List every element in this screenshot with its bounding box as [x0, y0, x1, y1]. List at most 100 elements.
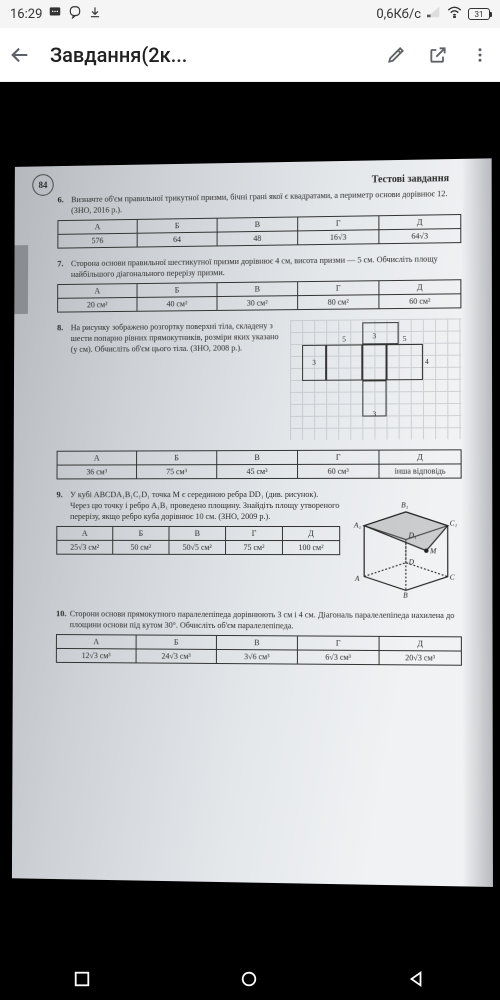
problem-9: 9. У кубі ABCDA₁B₁C₁D₁ точка M є середин…	[56, 489, 462, 600]
p6-h-v: В	[217, 217, 298, 232]
p10-a-3: 6√3 см³	[297, 650, 379, 665]
open-external-button[interactable]	[426, 43, 450, 67]
p7-a-3: 80 см²	[298, 295, 379, 310]
p8-a-3: 60 см³	[298, 464, 379, 478]
p8-h-b: Б	[137, 451, 217, 465]
cube-label-a1: A₁	[353, 522, 362, 530]
p9-h-d: Д	[282, 527, 339, 541]
problem-8-text: На рисунку зображено розгортку поверхні …	[71, 320, 280, 355]
p9-a-4: 100 см²	[282, 541, 339, 555]
net-rect-mid3	[387, 344, 423, 380]
p10-a-0: 12√3 см³	[56, 649, 136, 663]
p7-a-1: 40 см²	[137, 297, 217, 312]
p8-h-g: Г	[298, 450, 379, 464]
status-bar: 16:29 0,6Кб/с 31	[0, 0, 500, 28]
p9-h-g: Г	[226, 527, 283, 541]
net-speed: 0,6Кб/с	[376, 7, 421, 22]
p6-a-4: 64√3	[379, 229, 461, 244]
problem-10: 10. Сторони основи прямокутного паралеле…	[56, 608, 462, 666]
textbook-page: 84 Тестові завдання 6. Визначте об'єм пр…	[12, 158, 493, 887]
problem-6: 6. Визначте об'єм правильної трикутної п…	[57, 188, 461, 249]
problem-7: 7. Сторона основи правильної шестикутної…	[57, 253, 461, 313]
p6-a-2: 48	[217, 231, 298, 246]
app-title: Завдання(2к...	[50, 43, 366, 67]
net-rect-mid1	[326, 345, 362, 381]
page-number: 84	[32, 174, 53, 196]
p8-a-2: 45 см³	[217, 465, 298, 479]
problem-7-table: А Б В Г Д 20 см² 40 см² 30 см² 80 см² 60…	[57, 279, 461, 312]
p9-a-3: 75 см²	[226, 541, 283, 555]
p7-a-4: 60 см²	[379, 294, 461, 309]
nav-home-button[interactable]	[240, 970, 260, 990]
more-button[interactable]	[468, 43, 492, 67]
problem-9-num: 9.	[56, 490, 62, 500]
net-dim-6: 3	[372, 410, 376, 419]
cube-label-a: A	[354, 575, 360, 583]
p9-h-a: А	[57, 527, 113, 541]
p8-h-v: В	[217, 451, 298, 465]
p8-h-d: Д	[379, 450, 461, 464]
problem-8-table: А Б В Г Д 36 см³ 75 см³ 45 см³ 60 см³ ін…	[57, 450, 462, 480]
app-bar: Завдання(2к...	[0, 28, 500, 82]
problem-10-num: 10.	[56, 608, 66, 618]
problem-8: 8. На рисунку зображено розгортку поверх…	[57, 319, 462, 480]
problem-6-num: 6.	[58, 194, 64, 204]
p10-h-a: А	[56, 635, 136, 649]
status-left: 16:29	[10, 5, 102, 23]
nav-back-button[interactable]	[407, 970, 427, 990]
photo-viewer[interactable]: 84 Тестові завдання 6. Визначте об'єм пр…	[0, 82, 500, 960]
side-tab	[14, 245, 28, 314]
p8-a-1: 75 см³	[137, 465, 217, 479]
p8-a-4: інша відповідь	[379, 464, 461, 478]
net-rect-top	[362, 322, 398, 344]
p6-h-b: Б	[137, 218, 217, 233]
p7-h-v: В	[217, 282, 298, 297]
net-rect-mid2	[362, 344, 386, 380]
nav-recents-button[interactable]	[73, 970, 93, 990]
p7-h-a: А	[58, 284, 137, 299]
problem-9-text: У кубі ABCDA₁B₁C₁D₁ точка M є серединою …	[70, 489, 340, 522]
problem-6-text: Визначте об'єм правильної трикутної приз…	[71, 188, 461, 216]
back-button[interactable]	[8, 43, 32, 67]
problem-9-table: А Б В Г Д 25√3 см² 50 см² 50√5 см² 75 см…	[56, 526, 340, 555]
problem-7-num: 7.	[57, 259, 63, 269]
viber-icon	[68, 5, 82, 23]
p9-a-0: 25√3 см²	[57, 541, 113, 555]
net-diagram: 3 5 3 5 4 3	[290, 319, 462, 441]
p6-a-1: 64	[137, 232, 217, 247]
android-nav-bar	[0, 960, 500, 1000]
cube-label-d: D	[408, 559, 415, 567]
cube-label-b1: B₁	[401, 501, 409, 509]
cube-label-m: M	[429, 548, 437, 556]
p7-h-b: Б	[137, 283, 217, 298]
p6-a-3: 16√3	[298, 230, 379, 245]
p6-a-0: 576	[58, 233, 137, 248]
p9-h-b: Б	[113, 527, 169, 541]
p7-h-d: Д	[379, 280, 461, 295]
battery-icon: 31	[468, 8, 490, 20]
edit-button[interactable]	[384, 43, 408, 67]
p8-a-0: 36 см³	[57, 465, 137, 479]
p7-h-g: Г	[298, 281, 379, 296]
problem-8-num: 8.	[57, 323, 63, 333]
p6-h-a: А	[58, 220, 137, 235]
p10-h-d: Д	[379, 637, 461, 652]
p10-h-v: В	[216, 636, 297, 651]
p10-h-b: Б	[136, 635, 216, 649]
problem-7-text: Сторона основи правильної шестикутної пр…	[71, 253, 461, 280]
net-dim-2: 5	[342, 335, 346, 344]
net-dim-1: 3	[312, 358, 316, 367]
p10-a-2: 3√6 см³	[216, 650, 297, 665]
cube-label-c: C	[450, 574, 455, 582]
problem-10-text: Сторони основи прямокутного паралелепіпе…	[70, 609, 462, 633]
cube-label-c1: C₁	[450, 520, 458, 528]
p10-a-4: 20√3 см³	[379, 651, 461, 666]
p8-h-a: А	[57, 451, 137, 465]
p9-h-v: В	[169, 527, 226, 541]
p7-a-2: 30 см²	[217, 296, 298, 311]
p10-h-g: Г	[297, 636, 379, 651]
p10-a-1: 24√3 см³	[136, 649, 216, 664]
p9-a-1: 50 см²	[113, 541, 169, 555]
download-icon	[88, 5, 102, 23]
net-dim-4: 5	[403, 334, 407, 343]
